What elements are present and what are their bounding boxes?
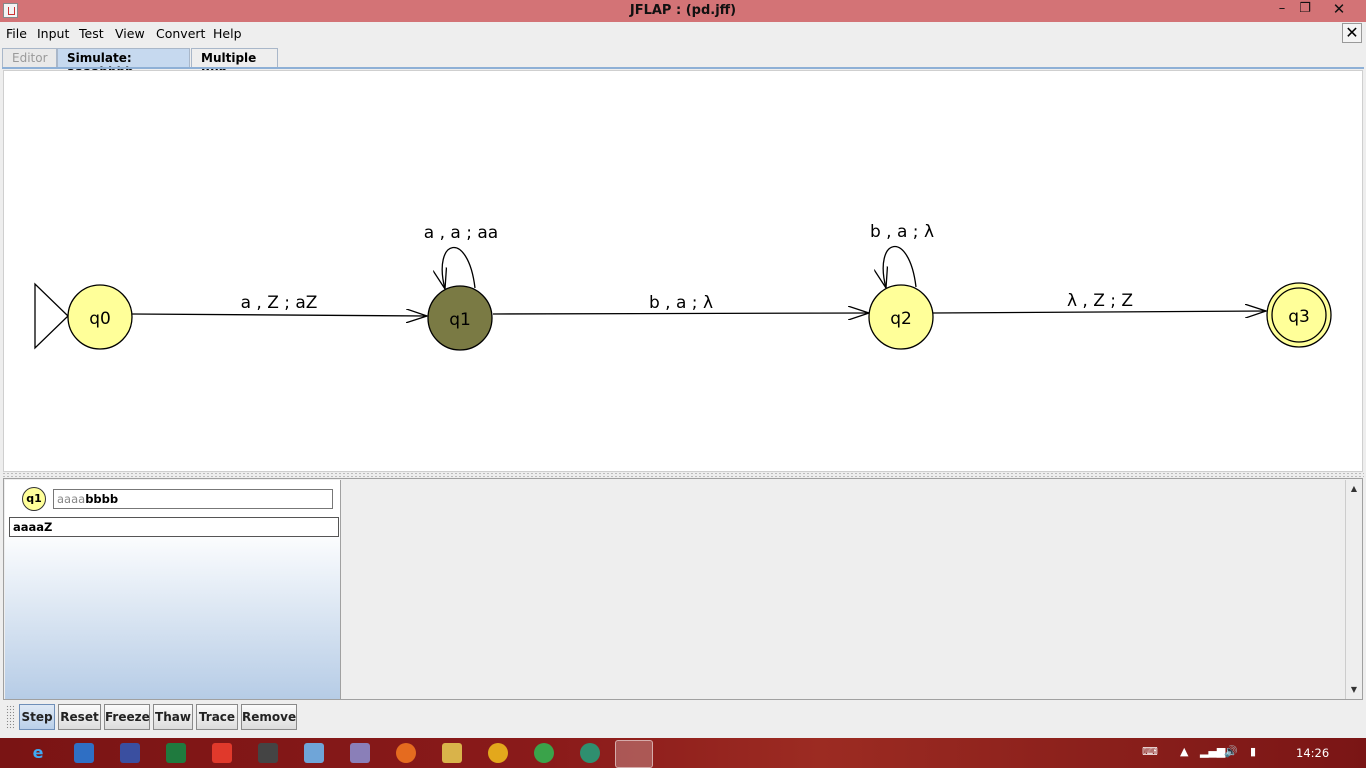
state-q2-circle — [868, 284, 934, 350]
refresh-app-icon[interactable] — [534, 743, 554, 763]
menu-test[interactable]: Test — [79, 26, 104, 41]
transition-q0-q1[interactable] — [131, 314, 427, 316]
transition-label-q1-q2: b , a ; λ — [649, 293, 713, 313]
transition-q1-q2[interactable] — [492, 313, 869, 314]
folder-icon[interactable] — [442, 743, 462, 763]
state-q3-circle — [1266, 282, 1332, 348]
automaton-diagram: a , Z ; aZ a , a ; aa b , a ; λ b , a ; … — [34, 222, 1332, 351]
scroll-up-arrow-icon[interactable]: ▲ — [1350, 484, 1358, 493]
tab-underline — [2, 67, 1364, 69]
remove-button[interactable]: Remove — [241, 704, 297, 730]
configurations-panel: q1 aaaabbbb aaaaZ ▲ ▼ — [3, 478, 1363, 700]
input-consumed: aaaa — [57, 492, 86, 506]
toolbar-grip[interactable] — [6, 705, 14, 729]
state-q1[interactable]: q1 — [427, 285, 493, 351]
state-q3-final-ring — [1271, 287, 1327, 343]
maps-icon[interactable] — [580, 743, 600, 763]
reset-button[interactable]: Reset — [58, 704, 101, 730]
maximize-button[interactable]: ❐ — [1299, 1, 1311, 16]
state-q2-label: q2 — [890, 309, 912, 329]
configuration-stack: aaaaZ — [9, 517, 339, 537]
automaton-canvas[interactable]: a , Z ; aZ a , a ; aa b , a ; λ b , a ; … — [3, 70, 1363, 472]
scroll-down-arrow-icon[interactable]: ▼ — [1350, 685, 1358, 694]
scanner-icon[interactable] — [258, 743, 278, 763]
tab-simulate[interactable]: Simulate: aaaabbbb — [57, 48, 190, 79]
battery-icon[interactable]: ▮ — [1250, 745, 1257, 758]
transition-label-q2-q3: λ , Z ; Z — [1067, 291, 1133, 311]
menu-view[interactable]: View — [115, 26, 145, 41]
title-bar: JFLAP : (pd.jff) – ❐ ✕ — [0, 0, 1366, 22]
chrome-icon[interactable] — [488, 743, 508, 763]
winrar-icon[interactable] — [120, 743, 140, 763]
show-hidden-icons-icon[interactable]: ▲ — [1180, 745, 1189, 758]
close-window-button[interactable]: ✕ — [1332, 0, 1346, 18]
system-clock[interactable]: 14:26 — [1296, 746, 1330, 760]
tab-editor[interactable]: Editor — [2, 48, 57, 68]
freeze-button[interactable]: Freeze — [104, 704, 150, 730]
configuration-state: q1 — [22, 487, 46, 511]
menu-bar: File Input Test View Convert Help — [0, 22, 1366, 45]
state-q3[interactable]: q3 — [1266, 282, 1332, 348]
configuration-card[interactable]: q1 aaaabbbb aaaaZ — [5, 480, 341, 699]
java-taskbar-icon[interactable] — [615, 740, 653, 768]
transition-label-q2-loop: b , a ; λ — [870, 222, 934, 242]
internet-explorer-icon[interactable]: e — [32, 743, 44, 762]
thaw-button[interactable]: Thaw — [153, 704, 193, 730]
network-signal-icon[interactable]: ▂▄▆ — [1200, 745, 1226, 758]
state-q1-label: q1 — [449, 310, 471, 330]
dismiss-tab-button[interactable]: ✕ — [1342, 23, 1362, 43]
split-pane-divider[interactable] — [2, 472, 1364, 478]
minimize-button[interactable]: – — [1278, 1, 1286, 16]
tab-multiple-run[interactable]: Multiple Run — [191, 48, 278, 79]
state-q2[interactable]: q2 — [868, 284, 934, 350]
excel-icon[interactable] — [166, 743, 186, 763]
menu-input[interactable]: Input — [37, 26, 70, 41]
trace-button[interactable]: Trace — [196, 704, 238, 730]
transition-q2-loop[interactable] — [883, 245, 917, 288]
keyboard-icon[interactable]: ⌨ — [1142, 745, 1158, 758]
media-player-icon[interactable] — [212, 743, 232, 763]
step-button[interactable]: Step — [19, 704, 55, 730]
state-q0[interactable]: q0 — [67, 284, 133, 350]
menu-convert[interactable]: Convert — [156, 26, 206, 41]
initial-state-marker — [34, 282, 69, 350]
simulator-toolbar: Step Reset Freeze Thaw Trace Remove — [3, 701, 1363, 734]
file-manager-icon[interactable] — [74, 743, 94, 763]
taskbar: e ⌨ ▲ ▂▄▆ 🔊 ▮ 14:26 — [0, 738, 1366, 768]
java-app-icon — [3, 3, 18, 18]
state-q0-label: q0 — [89, 309, 111, 329]
menu-help[interactable]: Help — [213, 26, 242, 41]
tab-strip: Editor Simulate: aaaabbbb Multiple Run — [0, 45, 1366, 79]
transition-q1-loop[interactable] — [442, 246, 476, 289]
transition-label-q1-loop: a , a ; aa — [424, 223, 498, 243]
transition-label-q0-q1: a , Z ; aZ — [241, 293, 318, 313]
volume-icon[interactable]: 🔊 — [1224, 745, 1238, 758]
state-q0-circle — [67, 284, 133, 350]
paint-icon[interactable] — [350, 743, 370, 763]
menu-file[interactable]: File — [6, 26, 27, 41]
configuration-input-tape: aaaabbbb — [53, 489, 333, 509]
state-q1-circle — [427, 285, 493, 351]
notepad-icon[interactable] — [304, 743, 324, 763]
window-title: JFLAP : (pd.jff) — [629, 3, 737, 18]
firefox-icon[interactable] — [396, 743, 416, 763]
state-q3-label: q3 — [1288, 307, 1310, 327]
transition-q2-q3[interactable] — [932, 311, 1266, 313]
vertical-scrollbar[interactable]: ▲ ▼ — [1345, 480, 1362, 699]
input-remaining: bbbb — [85, 492, 119, 506]
